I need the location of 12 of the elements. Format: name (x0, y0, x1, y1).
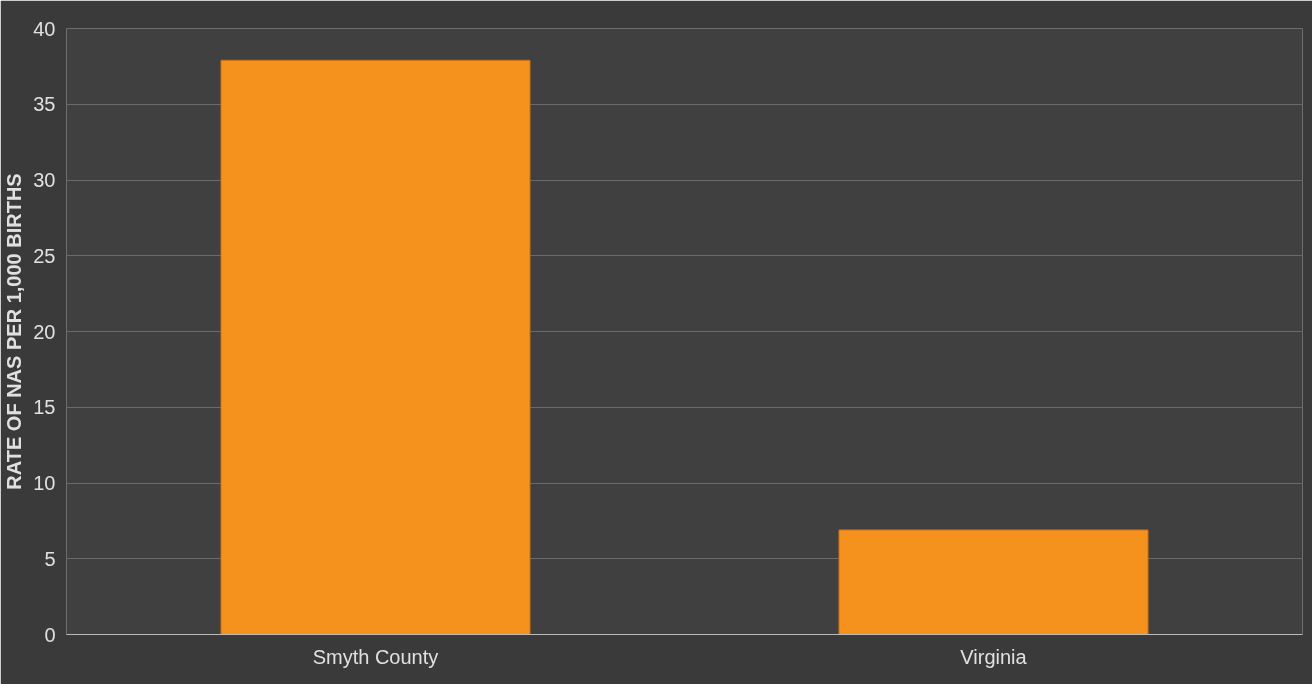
y-tick-label: 25 (33, 244, 56, 267)
x-tick-label: Smyth County (312, 645, 439, 668)
y-tick-label: 30 (33, 169, 56, 191)
y-tick-label: 35 (33, 93, 56, 116)
x-tick-label: Virginia (960, 645, 1028, 668)
y-tick-label: 10 (33, 472, 56, 494)
y-axis-title: RATE OF NAS PER 1,000 BIRTHS (3, 173, 26, 490)
y-tick-label: 20 (33, 320, 56, 343)
y-tick-label: 40 (33, 17, 56, 40)
y-tick-label: 5 (44, 547, 56, 570)
y-tick-label: 0 (44, 623, 56, 646)
y-tick-label: 15 (33, 396, 56, 419)
